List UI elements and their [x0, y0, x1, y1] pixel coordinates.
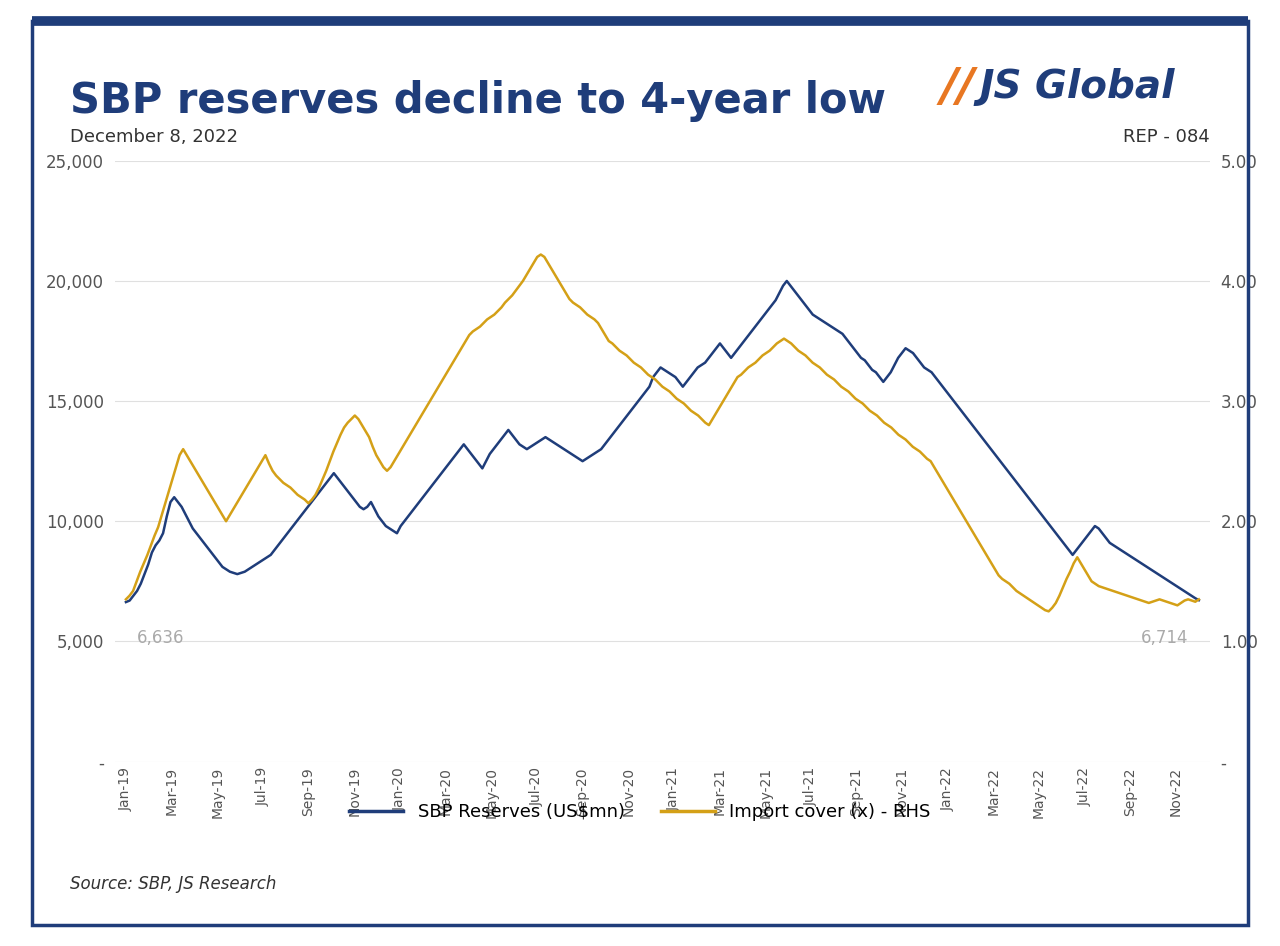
- Text: 6,636: 6,636: [137, 629, 184, 647]
- Text: JS Global: JS Global: [979, 68, 1175, 106]
- Legend: SBP Reserves (US$mn), Import cover (x) - RHS: SBP Reserves (US$mn), Import cover (x) -…: [342, 796, 938, 828]
- Text: Source: SBP, JS Research: Source: SBP, JS Research: [70, 875, 276, 893]
- Text: //: //: [941, 66, 975, 112]
- Text: SBP reserves decline to 4-year low: SBP reserves decline to 4-year low: [70, 80, 886, 122]
- Text: REP - 084: REP - 084: [1123, 128, 1210, 146]
- Text: December 8, 2022: December 8, 2022: [70, 128, 238, 146]
- Text: 6,714: 6,714: [1140, 629, 1188, 647]
